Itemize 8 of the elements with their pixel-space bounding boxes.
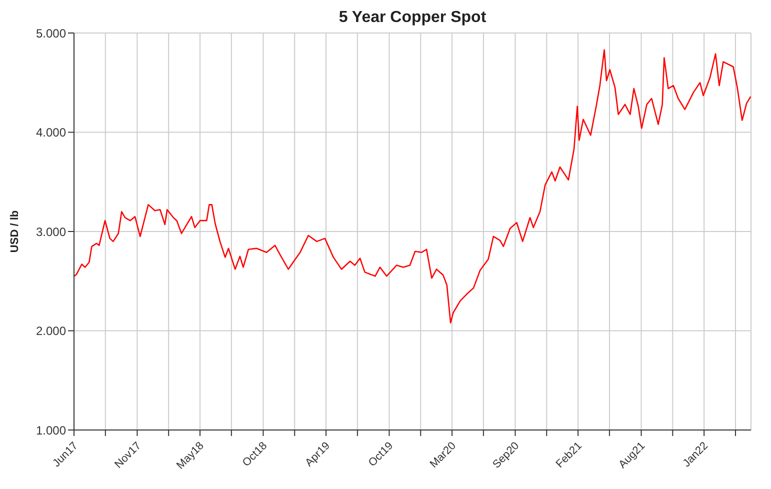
line-series [74,49,751,324]
y-tick-label: 1.000 [36,423,66,438]
y-axis-title: USD / lb [8,210,21,253]
y-tick-label: 4.000 [36,126,66,140]
y-tick-label: 3.000 [36,224,66,239]
y-tick-label: 2.000 [36,324,66,338]
y-tick-label: 5.000 [36,26,66,40]
chart-title: 5 Year Copper Spot [338,9,488,27]
